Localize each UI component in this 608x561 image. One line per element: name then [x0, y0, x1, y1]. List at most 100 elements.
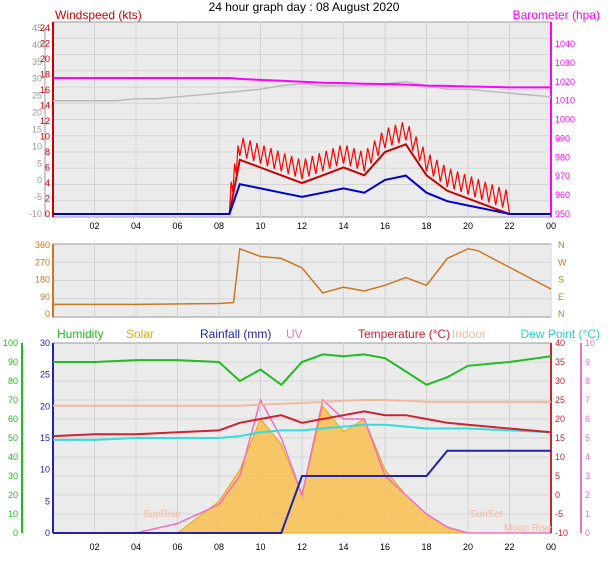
compass-tick-label: N	[558, 240, 565, 250]
humidity-tick-label: 60	[8, 414, 18, 424]
temperature-tick-label: 30	[555, 376, 565, 386]
windspeed-tick-label: 18	[40, 70, 50, 80]
windspeed-tick-label: 12	[40, 116, 50, 126]
wind-ghost-tick-label: 5	[37, 158, 42, 168]
barometer-tick-label: 980	[555, 152, 570, 162]
x-tick-label: 00	[546, 221, 556, 231]
x-tick-label: 16	[380, 542, 390, 552]
direction-tick-label: 180	[35, 275, 50, 285]
temperature-tick-label: -5	[555, 509, 563, 519]
sunset-annotation: SunSet	[470, 509, 503, 520]
uv-series	[53, 398, 551, 534]
barometer-tick-label: 1030	[555, 58, 575, 68]
humidity-tick-label: 40	[8, 452, 18, 462]
barometer-tick-label: 950	[555, 209, 570, 219]
wind-ghost-tick-label: 0	[37, 175, 42, 185]
indoor-series	[53, 399, 551, 407]
barometer-label: Barometer (hpa)	[513, 8, 600, 22]
x-tick-label: 10	[255, 221, 265, 231]
temperature-label: Temperature (°C)	[358, 327, 450, 341]
x-tick-label: 12	[297, 221, 307, 231]
rainfall-tick-label: 0	[45, 528, 50, 538]
x-tick-label: 20	[463, 542, 473, 552]
x-tick-label: 18	[421, 542, 431, 552]
moonrise-annotation: Moon Rise	[504, 523, 552, 534]
wind-ghost-tick-label: 20	[32, 108, 42, 118]
wind-ghost-tick-label: 15	[32, 124, 42, 134]
dewpoint-series	[53, 423, 552, 441]
windspeed-tick-label: 0	[45, 209, 50, 219]
wind-ghost-tick-label: 25	[32, 91, 42, 101]
temp-panel: Humidity Solar Rainfall (mm) UV Temperat…	[3, 327, 600, 552]
direction-tick-label: 90	[40, 292, 50, 302]
uv-tick-label: 8	[585, 376, 590, 386]
uv-label: UV	[286, 327, 303, 341]
x-tick-label: 18	[421, 221, 431, 231]
x-tick-label: 06	[172, 221, 182, 231]
barometer-ghost-series	[53, 81, 552, 102]
windspeed-tick-label: 14	[40, 101, 50, 111]
compass-tick-label: S	[558, 275, 564, 285]
dewpoint-label: Dew Point (°C)	[521, 327, 600, 341]
compass-tick-label: N	[558, 309, 565, 319]
humidity-tick-label: 50	[8, 433, 18, 443]
temperature-series	[52, 410, 552, 438]
windspeed-tick-label: 22	[40, 39, 50, 49]
barometer-series	[53, 77, 551, 89]
x-tick-label: 04	[131, 221, 141, 231]
windspeed-tick-label: 20	[40, 54, 50, 64]
x-tick-label: 08	[214, 542, 224, 552]
temperature-tick-label: 0	[555, 490, 560, 500]
rainfall-label: Rainfall (mm)	[200, 327, 271, 341]
wind-baro-panel: Windspeed (kts) Barometer (hpa) 45403530…	[29, 8, 600, 231]
x-tick-label: 02	[89, 221, 99, 231]
barometer-tick-label: 990	[555, 133, 570, 143]
humidity-tick-label: 0	[13, 528, 18, 538]
rainfall-tick-label: 30	[40, 338, 50, 348]
x-tick-label: 22	[504, 542, 514, 552]
windspeed-label: Windspeed (kts)	[55, 8, 142, 22]
sunrise-annotation: SunRise	[143, 509, 181, 520]
uv-tick-label: 10	[585, 338, 595, 348]
direction-tick-label: 270	[35, 257, 50, 267]
barometer-tick-label: 960	[555, 190, 570, 200]
humidity-tick-label: 10	[8, 509, 18, 519]
x-tick-label: 14	[338, 221, 348, 231]
temperature-tick-label: -10	[555, 528, 568, 538]
humidity-label: Humidity	[57, 327, 104, 341]
rainfall-tick-label: 25	[40, 370, 50, 380]
temperature-tick-label: 10	[555, 452, 565, 462]
indoor-label: Indoor	[452, 327, 486, 341]
barometer-tick-label: 1010	[555, 96, 575, 106]
rainfall-tick-label: 20	[40, 401, 50, 411]
humidity-tick-label: 100	[3, 338, 18, 348]
windspeed-tick-label: 16	[40, 85, 50, 95]
solar-label: Solar	[126, 327, 154, 341]
x-tick-label: 06	[172, 542, 182, 552]
uv-tick-label: 3	[585, 471, 590, 481]
compass-tick-label: E	[558, 292, 564, 302]
direction-tick-label: 360	[35, 240, 50, 250]
uv-tick-label: 7	[585, 395, 590, 405]
wind-gust-series	[53, 122, 545, 215]
x-tick-label: 12	[297, 542, 307, 552]
x-tick-label: 04	[131, 542, 141, 552]
chart-title: 24 hour graph day : 08 August 2020	[209, 0, 400, 14]
x-tick-label: 00	[546, 542, 556, 552]
wind-direction-series	[53, 247, 552, 306]
barometer-tick-label: 1000	[555, 115, 575, 125]
wind-ghost-tick-label: 45	[32, 23, 42, 33]
temperature-tick-label: 15	[555, 433, 565, 443]
uv-tick-label: 1	[585, 509, 590, 519]
windspeed-tick-label: 2	[45, 194, 50, 204]
uv-tick-label: 2	[585, 490, 590, 500]
windspeed-tick-label: 10	[40, 132, 50, 142]
humidity-tick-label: 80	[8, 376, 18, 386]
windspeed-tick-label: 4	[45, 178, 50, 188]
wind-ghost-tick-label: 40	[32, 40, 42, 50]
x-tick-label: 16	[380, 221, 390, 231]
humidity-tick-label: 90	[8, 357, 18, 367]
x-tick-label: 08	[214, 221, 224, 231]
rainfall-tick-label: 10	[40, 465, 50, 475]
